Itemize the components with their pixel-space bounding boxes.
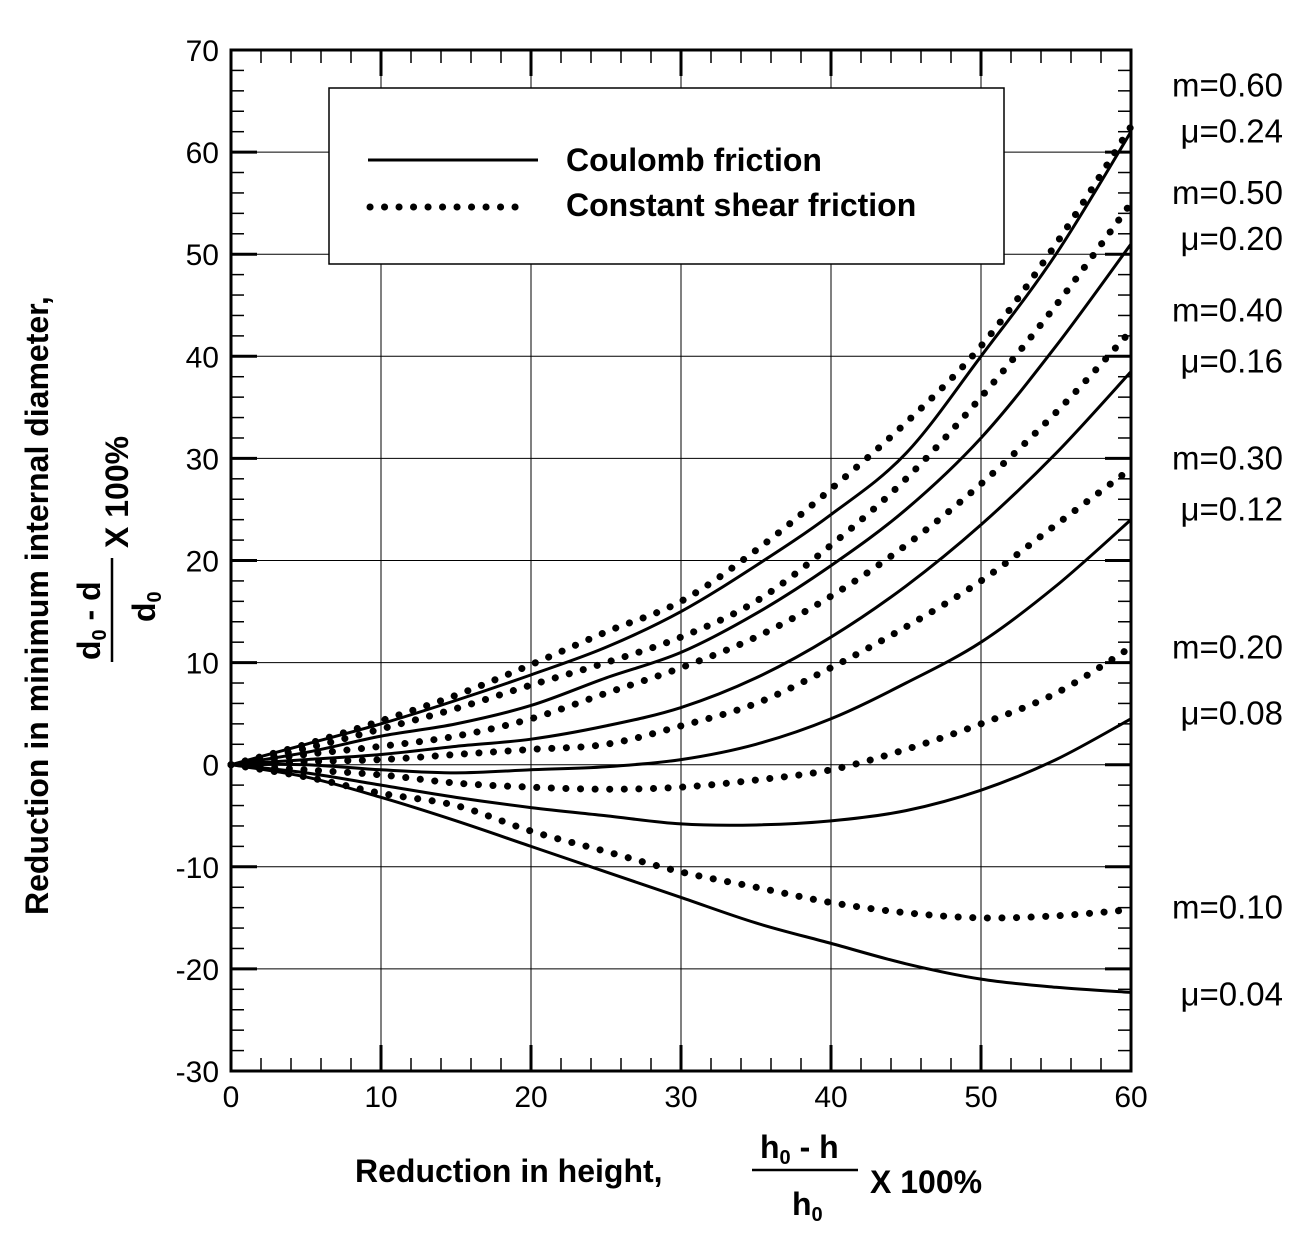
series-line-μ=0.16 <box>230 370 1133 767</box>
y-tick-label: 40 <box>186 341 219 374</box>
x-tick-label: 40 <box>814 1081 847 1114</box>
x-axis-prefix: Reduction in height, <box>355 1153 663 1189</box>
x-tick-label: 0 <box>223 1081 240 1114</box>
curve-label: μ=0.12 <box>1180 490 1283 527</box>
y-axis-suffix-group: X 100% <box>99 436 135 548</box>
x-tick-label: 30 <box>664 1081 697 1114</box>
y-axis-suffix: X 100% <box>99 436 135 548</box>
x-tick-labels: 0 10 20 30 40 50 60 <box>223 1081 1148 1114</box>
y-tick-label: 20 <box>186 546 219 579</box>
curve-labels: m=0.60 μ=0.24 m=0.50 μ=0.20 m=0.40 μ=0.16 m=0.… <box>1172 67 1283 1013</box>
x-axis-title: Reduction in height, h0 - h h0 X 100% <box>355 1129 982 1226</box>
x-tick-label: 10 <box>364 1081 397 1114</box>
curve-label: μ=0.20 <box>1180 220 1283 257</box>
y-tick-label: 70 <box>186 35 219 68</box>
y-tick-label: -10 <box>176 852 219 885</box>
legend-box <box>328 87 1005 265</box>
plot-frame <box>229 48 1133 1073</box>
series-line-m=0.40 <box>227 327 1135 769</box>
y-tick-label: 30 <box>186 443 219 476</box>
curve-label: μ=0.08 <box>1180 695 1283 732</box>
x-axis-denominator: h0 <box>792 1186 823 1226</box>
y-axis-denominator-group: d0 <box>126 591 166 622</box>
series-line-μ=0.12 <box>230 518 1132 775</box>
y-axis-title: Reduction in minimum internal diameter, <box>19 296 55 915</box>
curve-label: m=0.60 <box>1172 67 1283 104</box>
series-line-m=0.60 <box>227 123 1135 769</box>
minor-ticks <box>229 48 1133 1073</box>
legend-label-constant-shear: Constant shear friction <box>566 187 916 223</box>
curve-label: μ=0.04 <box>1180 975 1283 1012</box>
y-tick-label: 50 <box>186 239 219 272</box>
y-axis-numerator: d0 - d <box>71 581 111 660</box>
y-axis-fraction: d0 - d <box>71 581 111 660</box>
series-line-μ=0.08 <box>230 717 1132 827</box>
y-axis-denominator: d0 <box>126 591 166 622</box>
curve-label: m=0.50 <box>1172 174 1283 211</box>
y-axis-prefix: Reduction in minimum internal diameter, <box>19 296 55 915</box>
series-line-μ=0.04 <box>230 763 1132 994</box>
y-tick-label: -30 <box>176 1056 219 1089</box>
series-line-m=0.30 <box>227 465 1135 769</box>
curve-label: m=0.20 <box>1172 628 1283 665</box>
curve-label: m=0.30 <box>1172 439 1283 476</box>
x-axis-numerator: h0 - h <box>760 1129 839 1169</box>
y-tick-label: 10 <box>186 648 219 681</box>
curve-label: m=0.40 <box>1172 291 1283 328</box>
y-tick-labels: -30 -20 -10 0 10 20 30 40 50 60 70 <box>176 35 219 1089</box>
curve-label: μ=0.16 <box>1180 342 1283 379</box>
y-tick-label: 60 <box>186 137 219 170</box>
x-tick-label: 60 <box>1114 1081 1147 1114</box>
series-line-μ=0.20 <box>230 243 1133 767</box>
y-tick-label: -20 <box>176 954 219 987</box>
x-tick-label: 50 <box>964 1081 997 1114</box>
series-line-m=0.50 <box>227 199 1135 769</box>
curve-label: μ=0.24 <box>1180 113 1283 150</box>
legend-label-coulomb: Coulomb friction <box>566 142 822 178</box>
y-tick-label: 0 <box>202 750 219 783</box>
series-layer <box>227 123 1135 994</box>
x-tick-label: 20 <box>514 1081 547 1114</box>
curve-label: m=0.10 <box>1172 889 1283 926</box>
legend: Coulomb friction Constant shear friction <box>328 87 1005 265</box>
x-axis-suffix: X 100% <box>870 1164 982 1200</box>
series-line-μ=0.24 <box>230 130 1133 767</box>
series-line-m=0.20 <box>227 643 1135 793</box>
